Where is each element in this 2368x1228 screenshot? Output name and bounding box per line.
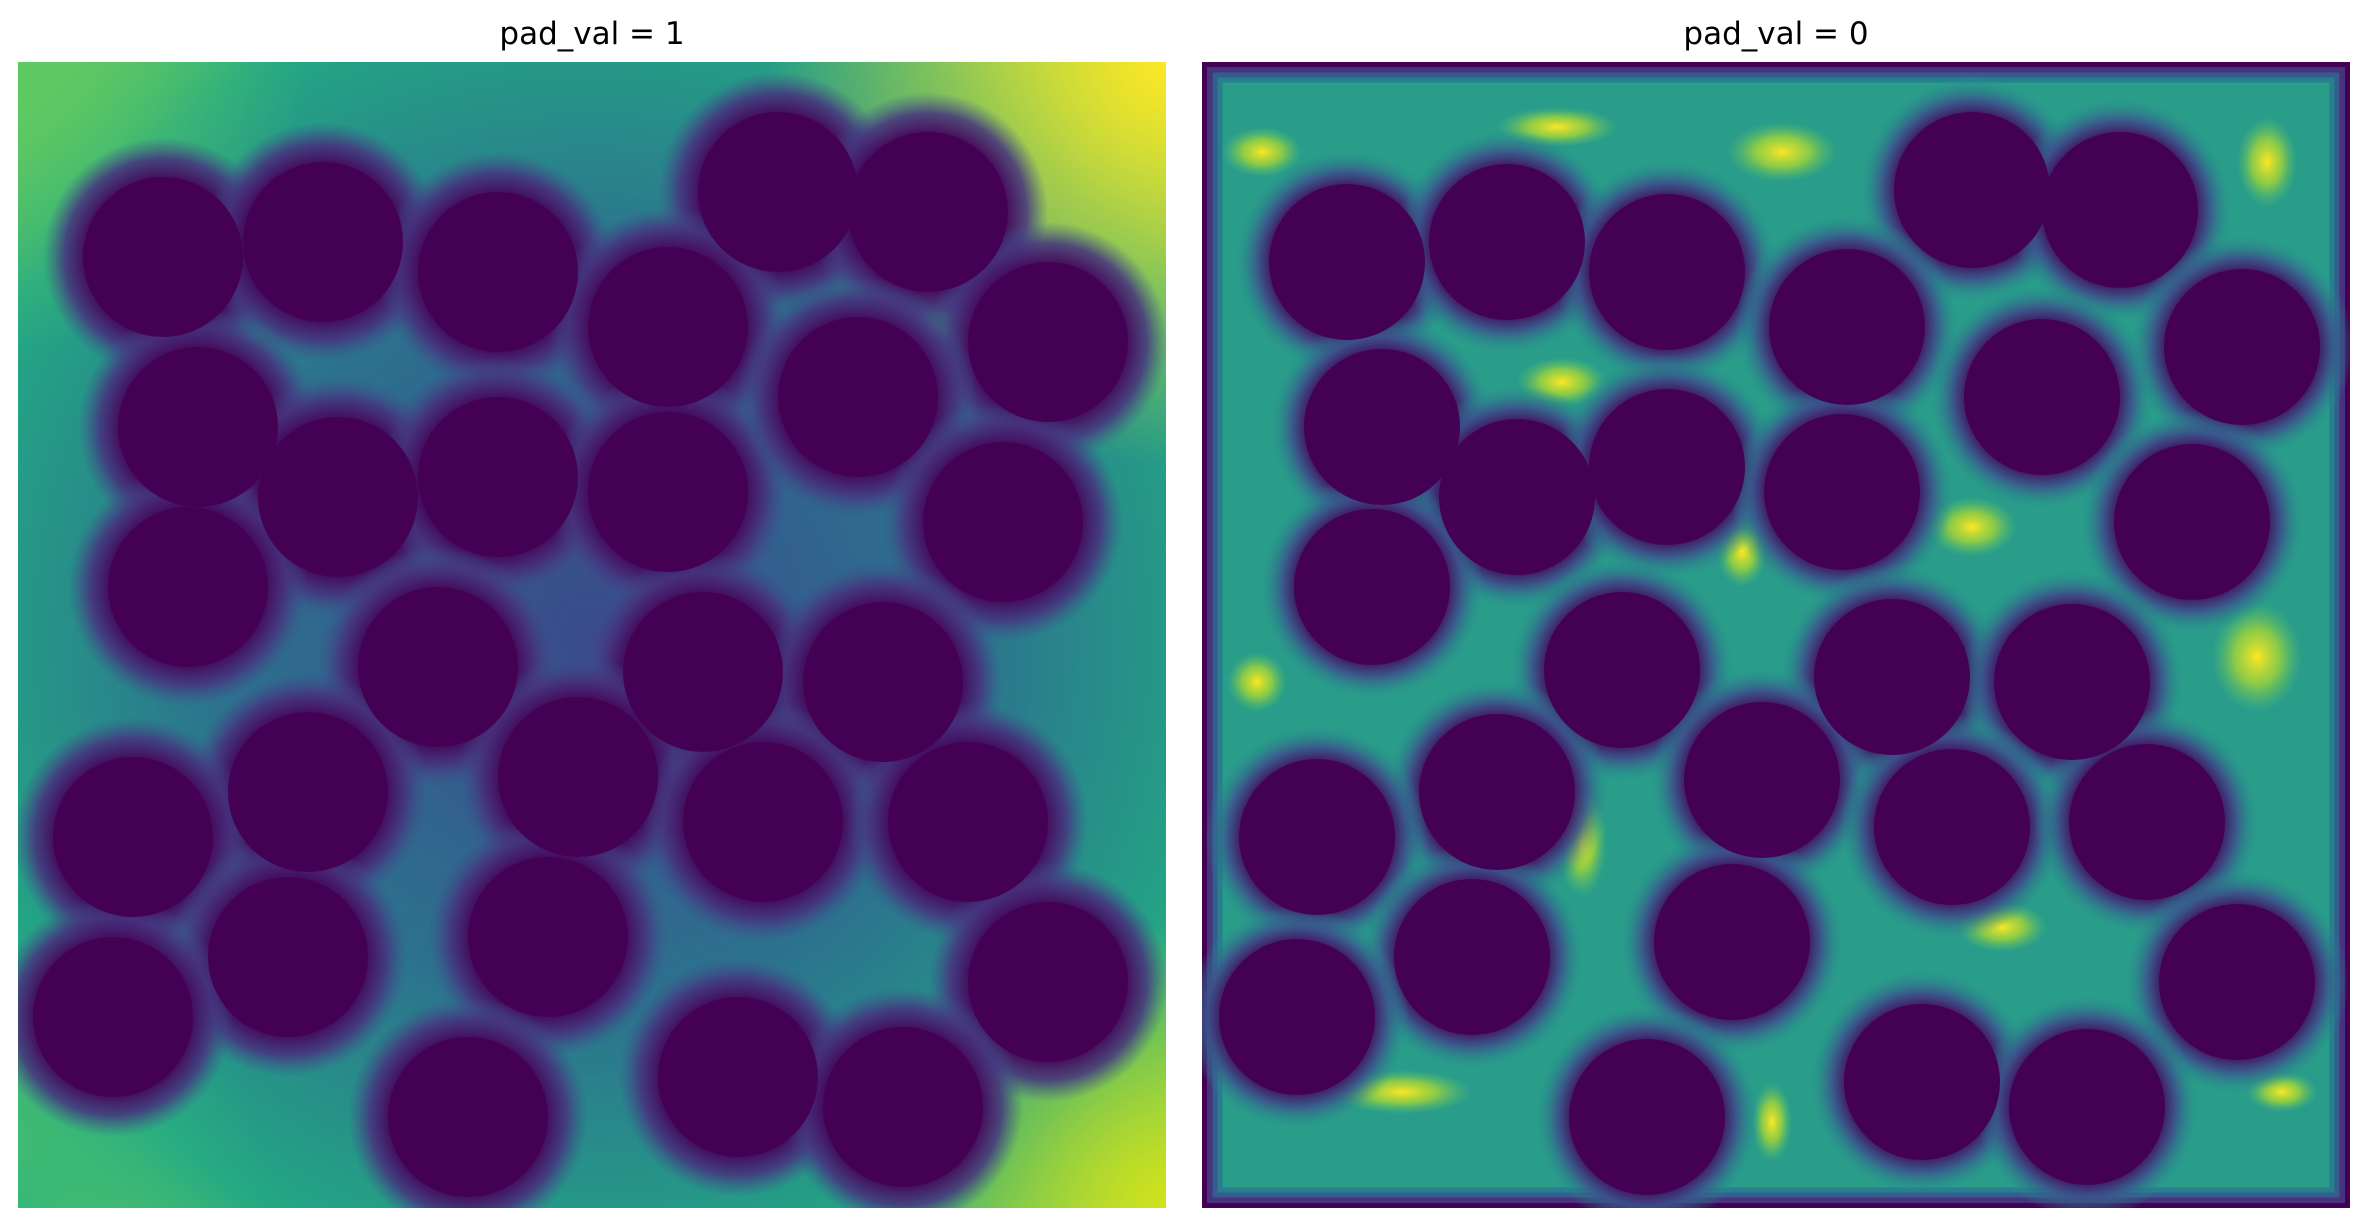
distance-map-pad-1-image: [18, 62, 1166, 1208]
blob-group-right: [1202, 78, 2350, 1208]
blob-group-left: [18, 72, 1166, 1208]
distance-map-pad-1: [18, 62, 1166, 1208]
panel-title-pad-0: pad_val = 0: [1683, 16, 1869, 52]
distance-map-pad-0-image: [1202, 62, 2350, 1208]
distance-map-pad-0: [1202, 62, 2350, 1208]
panel-title-pad-1: pad_val = 1: [499, 16, 685, 52]
